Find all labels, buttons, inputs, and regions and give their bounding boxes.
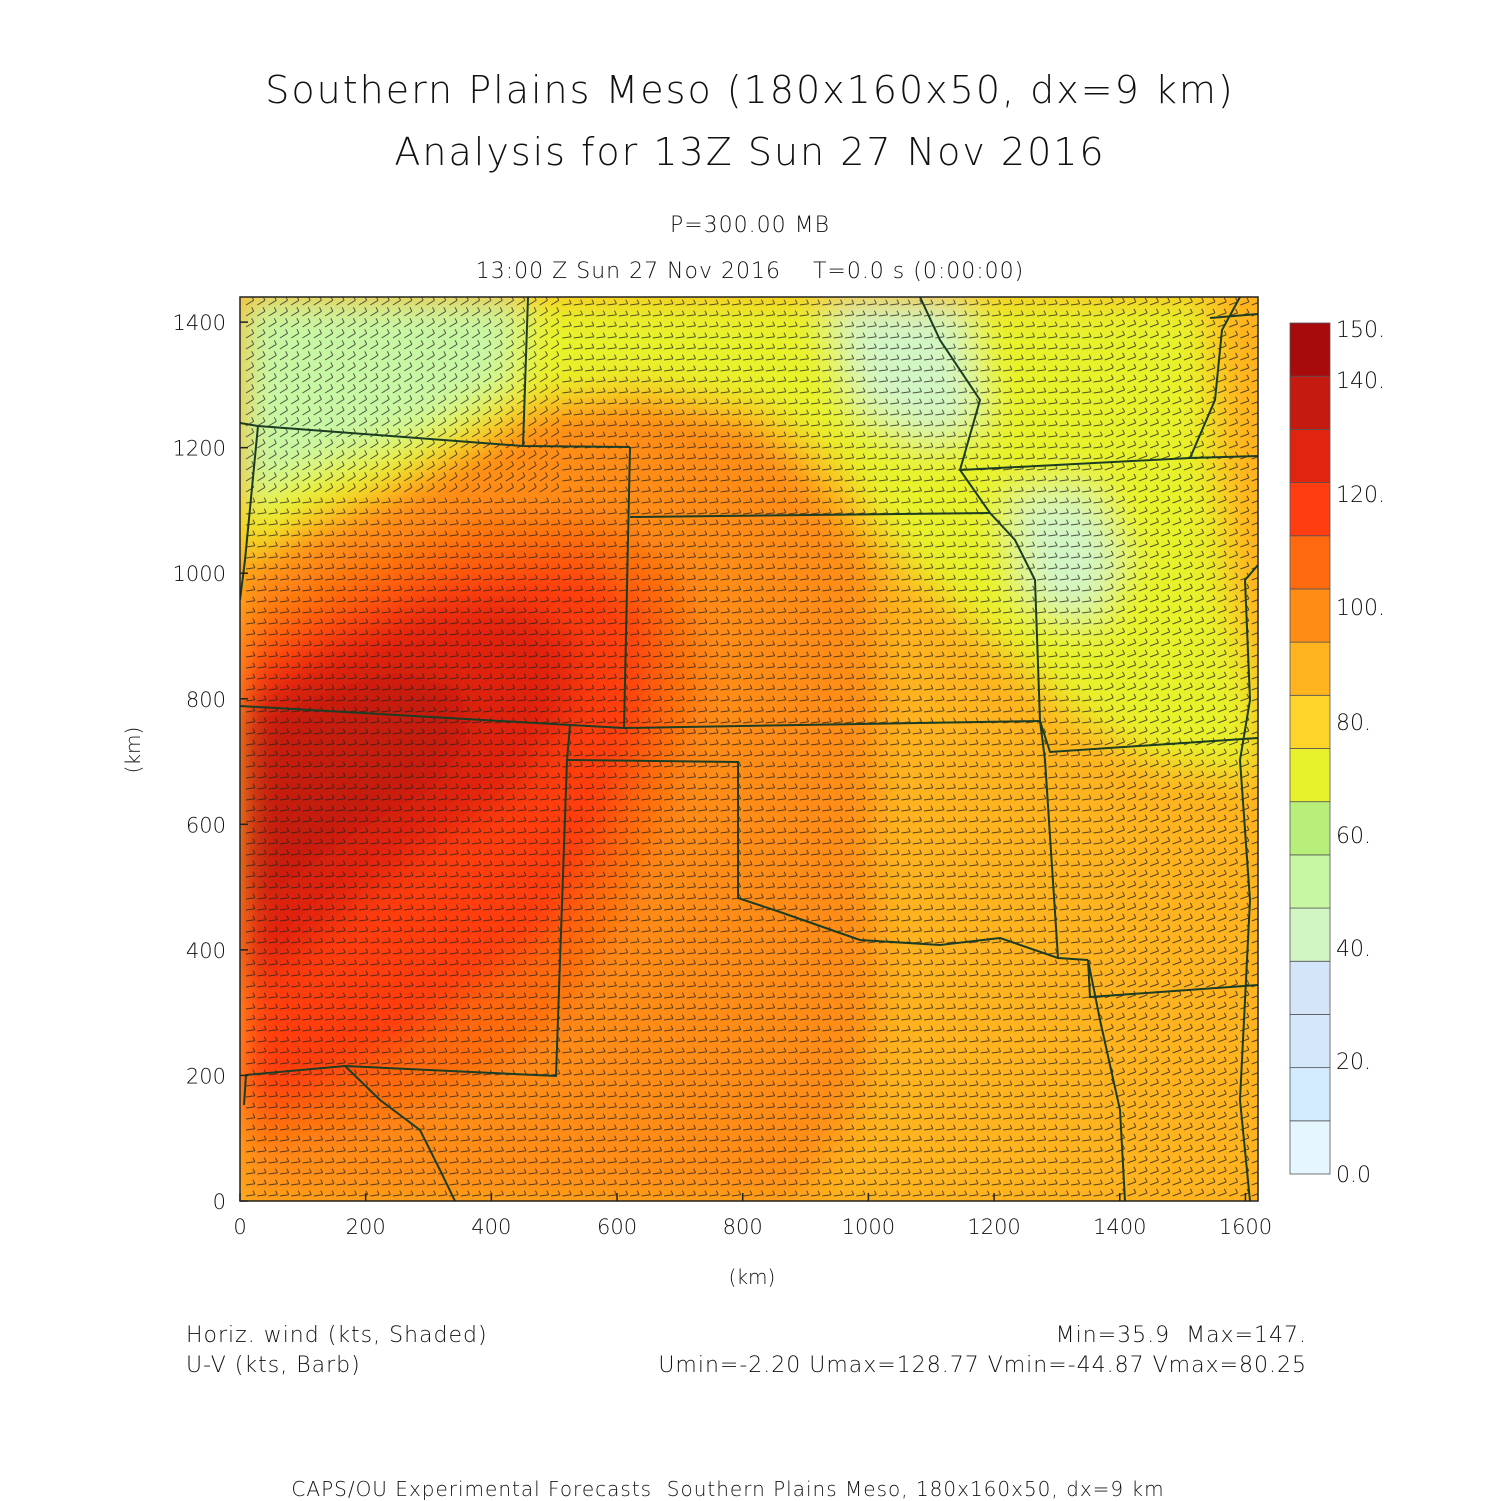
colorbar-segment [1289, 854, 1331, 909]
colorbar-segment [1289, 1014, 1331, 1069]
plot-frame [239, 296, 1259, 1202]
y-tick-label: 1400 [173, 311, 226, 335]
colorbar-label: 140. [1336, 369, 1385, 394]
y-tick-label: 1000 [173, 562, 226, 586]
y-axis-label: (km) [121, 727, 145, 774]
valid-time: 13:00 Z Sun 27 Nov 2016 T=0.0 s (0:00:00… [475, 259, 1025, 284]
colorbar-label: 20. [1336, 1050, 1371, 1075]
colorbar-segment [1289, 375, 1331, 430]
footer-credit: CAPS/OU Experimental Forecasts Southern … [291, 1477, 1165, 1501]
x-tick-label: 1400 [1093, 1215, 1146, 1239]
colorbar-label: 100. [1336, 596, 1385, 621]
x-axis-label: (km) [729, 1265, 776, 1289]
colorbar-segment [1289, 694, 1331, 749]
barb-field [245, 297, 1258, 1197]
wind-barbs [245, 297, 1258, 1197]
title-line-2: Analysis for 13Z Sun 27 Nov 2016 [394, 130, 1106, 174]
y-tick-label: 1200 [173, 437, 226, 461]
colorbar-segment [1289, 1120, 1331, 1175]
x-tick-label: 1600 [1219, 1215, 1272, 1239]
x-tick-label: 200 [346, 1215, 386, 1239]
colorbar-segment [1289, 535, 1331, 590]
colorbar-segment [1289, 428, 1331, 483]
wind-speed-shading [240, 297, 1258, 1201]
y-tick-label: 400 [186, 939, 226, 963]
colorbar-label: 80. [1336, 711, 1371, 736]
colorbar-label: 60. [1336, 824, 1371, 849]
x-tick-label: 400 [471, 1215, 511, 1239]
x-tick-label: 0 [233, 1215, 246, 1239]
colorbar-segment [1289, 588, 1331, 643]
x-tick-label: 1200 [967, 1215, 1020, 1239]
y-axis: 0 200 400 600 800 1000 1200 1400 [173, 311, 248, 1214]
colorbar: 0.0 20. 40. 60. 80. 100. 120. 140. 150. [1289, 318, 1385, 1188]
x-tick-label: 800 [723, 1215, 763, 1239]
colorbar-segment [1289, 1067, 1331, 1122]
x-tick-label: 1000 [842, 1215, 895, 1239]
colorbar-segment [1289, 322, 1331, 377]
colorbar-label: 0.0 [1336, 1163, 1371, 1188]
legend-uv-stats: Umin=-2.20 Umax=128.77 Vmin=-44.87 Vmax=… [658, 1353, 1307, 1378]
colorbar-segment [1289, 641, 1331, 696]
y-tick-label: 600 [186, 813, 226, 837]
legend-shaded: Horiz. wind (kts, Shaded) [186, 1323, 488, 1348]
colorbar-segment [1289, 801, 1331, 856]
y-tick-label: 800 [186, 688, 226, 712]
colorbar-label: 150. [1336, 318, 1385, 343]
legend-min-max: Min=35.9 Max=147. [1055, 1323, 1307, 1348]
colorbar-label: 40. [1336, 937, 1371, 962]
colorbar-segment [1289, 748, 1331, 803]
y-tick-label: 200 [186, 1064, 226, 1088]
pressure-level: P=300.00 MB [669, 213, 831, 238]
colorbar-segment [1289, 907, 1331, 962]
y-tick-label: 0 [213, 1190, 226, 1214]
legend-barb: U-V (kts, Barb) [186, 1353, 361, 1378]
x-axis: 0 200 400 600 800 1000 1200 1400 1600 [233, 1193, 1272, 1239]
colorbar-label: 120. [1336, 483, 1385, 508]
colorbar-segment [1289, 482, 1331, 537]
x-tick-label: 600 [597, 1215, 637, 1239]
colorbar-segment [1289, 960, 1331, 1015]
title-line-1: Southern Plains Meso (180x160x50, dx=9 k… [265, 68, 1235, 112]
state-boundaries [240, 297, 1258, 1201]
